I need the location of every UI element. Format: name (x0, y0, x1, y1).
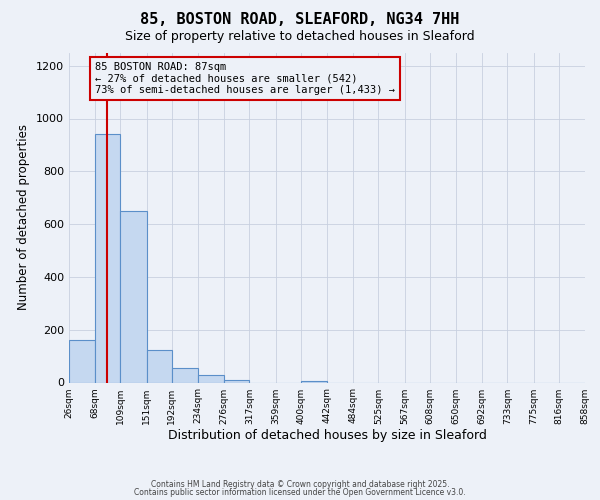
X-axis label: Distribution of detached houses by size in Sleaford: Distribution of detached houses by size … (167, 430, 487, 442)
Bar (69, 340, 95, 382)
Bar (95, 134, 121, 382)
Bar (301, 381, 327, 382)
Text: 85, BOSTON ROAD, SLEAFORD, NG34 7HH: 85, BOSTON ROAD, SLEAFORD, NG34 7HH (140, 12, 460, 28)
Text: Contains HM Land Registry data © Crown copyright and database right 2025.: Contains HM Land Registry data © Crown c… (151, 480, 449, 489)
Text: Size of property relative to detached houses in Sleaford: Size of property relative to detached ho… (125, 30, 475, 43)
Bar (121, 211, 146, 382)
Y-axis label: Number of detached properties: Number of detached properties (17, 124, 31, 310)
Text: Contains public sector information licensed under the Open Government Licence v3: Contains public sector information licen… (134, 488, 466, 497)
Bar (198, 376, 224, 382)
Bar (172, 368, 198, 382)
Bar (146, 350, 172, 382)
Bar (224, 380, 250, 382)
Text: 85 BOSTON ROAD: 87sqm
← 27% of detached houses are smaller (542)
73% of semi-det: 85 BOSTON ROAD: 87sqm ← 27% of detached … (95, 62, 395, 95)
